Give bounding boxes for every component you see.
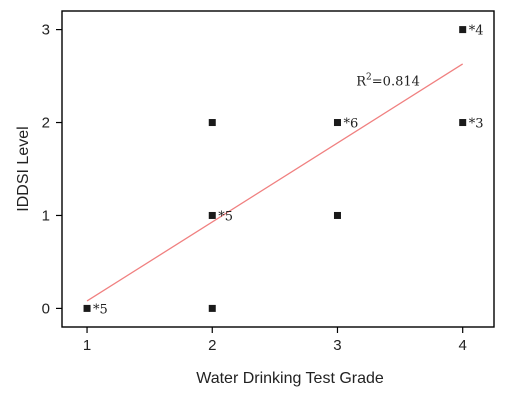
y-axis-ticks: 0 1 2 3 [42, 22, 62, 317]
y-tick-label-0: 0 [42, 300, 50, 317]
plot-frame [61, 10, 495, 328]
data-points [83, 26, 467, 312]
data-point-3 [208, 119, 216, 127]
r2-label: R2=0.814 [356, 72, 420, 89]
data-point-6 [459, 119, 467, 127]
point-labels: *5 *5 *6 *3 *4 [93, 24, 483, 318]
data-point-label-7: *4 [469, 24, 484, 39]
x-axis-ticks: 1 2 3 4 [83, 327, 467, 354]
regression-line [86, 63, 464, 302]
data-point-5 [333, 119, 341, 127]
data-point-7 [459, 26, 467, 34]
x-tick-label-3: 4 [459, 337, 467, 354]
data-point-label-2: *5 [218, 209, 233, 224]
r2-superscript: 2 [366, 72, 372, 82]
x-tick-label-0: 1 [83, 337, 91, 354]
y-tick-label-1: 1 [42, 207, 50, 224]
data-point-1 [208, 304, 216, 312]
y-tick-label-2: 2 [42, 115, 50, 132]
x-tick-label-2: 3 [333, 337, 341, 354]
trendline-group [86, 63, 464, 302]
r2-base: R [356, 74, 367, 89]
data-point-label-0: *5 [93, 302, 108, 317]
data-point-2 [208, 211, 216, 219]
x-axis-title: Water Drinking Test Grade [196, 370, 384, 387]
r2-value: =0.814 [372, 74, 420, 89]
data-point-label-6: *3 [469, 117, 484, 132]
y-axis-title: IDDSI Level [15, 126, 32, 211]
x-tick-label-1: 2 [208, 337, 216, 354]
data-point-0 [83, 304, 91, 312]
data-point-4 [333, 211, 341, 219]
y-tick-label-3: 3 [42, 22, 50, 39]
data-point-label-5: *6 [343, 117, 358, 132]
